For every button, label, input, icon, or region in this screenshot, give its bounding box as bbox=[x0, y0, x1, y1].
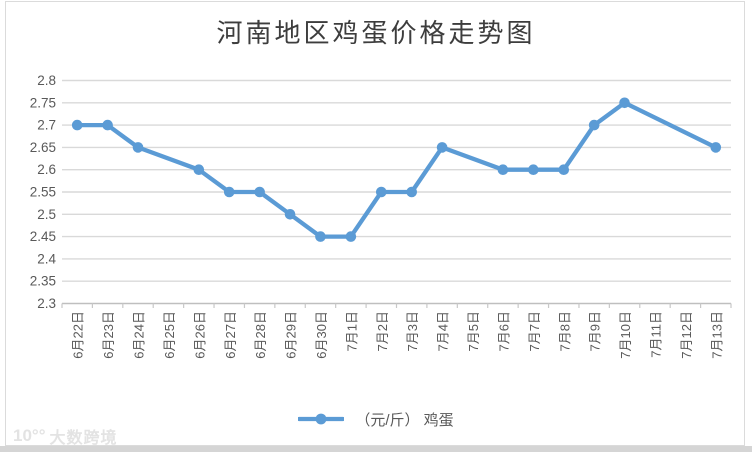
x-tick-label: 6月24日 bbox=[132, 311, 147, 359]
y-axis-labels: 2.8 2.75 2.7 2.65 2.6 2.55 2.5 2.45 2.4 2.35 2.3 bbox=[30, 73, 57, 311]
x-tick-label: 7月5日 bbox=[466, 311, 481, 351]
data-point-marker bbox=[558, 164, 570, 175]
data-point-marker bbox=[375, 186, 387, 198]
data-point-marker bbox=[710, 142, 722, 153]
data-point-marker bbox=[102, 119, 113, 131]
x-tick-label: 7月7日 bbox=[527, 311, 542, 351]
watermark-logo-icon: 10°° bbox=[13, 426, 46, 445]
legend-series-label: （元/斤） 鸡蛋 bbox=[355, 411, 454, 429]
y-tick-label: 2.35 bbox=[30, 274, 56, 289]
data-point-marker bbox=[619, 97, 630, 109]
x-tick-label: 7月4日 bbox=[436, 311, 451, 351]
data-point-marker bbox=[497, 164, 509, 175]
x-tick-label: 7月8日 bbox=[557, 311, 572, 351]
series-egg-price bbox=[71, 97, 722, 242]
chart-border-frame bbox=[5, 1, 745, 446]
watermark-text: 大数跨境 bbox=[49, 430, 118, 447]
x-tick-label: 6月26日 bbox=[192, 311, 207, 359]
series-line bbox=[75, 100, 718, 239]
y-tick-label: 2.6 bbox=[37, 162, 56, 177]
data-point-marker bbox=[528, 164, 539, 175]
data-point-marker bbox=[588, 119, 600, 131]
data-point-marker bbox=[345, 231, 357, 242]
data-point-marker bbox=[284, 209, 296, 220]
bottom-gray-strip bbox=[0, 446, 752, 452]
data-point-marker bbox=[254, 186, 265, 198]
x-tick-label: 6月27日 bbox=[223, 311, 238, 359]
x-tick-label: 7月9日 bbox=[588, 311, 603, 351]
data-point-marker bbox=[223, 186, 235, 198]
x-axis-labels: 6月22日 6月23日 6月24日 6月25日 6月26日 6月27日 6月28日 6月29日… bbox=[71, 311, 725, 359]
chart-title: 河南地区鸡蛋价格走势图 bbox=[216, 19, 536, 48]
data-point-marker bbox=[193, 164, 205, 175]
data-point-marker bbox=[315, 231, 326, 242]
data-point-marker bbox=[132, 142, 144, 153]
y-tick-label: 2.65 bbox=[30, 140, 56, 155]
y-tick-label: 2.45 bbox=[30, 229, 56, 244]
egg-price-line-chart: 2.8 2.75 2.7 2.65 2.6 2.55 2.5 2.45 2.4 2.35 2.3 6月… bbox=[30, 73, 732, 359]
x-tick-label: 7月12日 bbox=[679, 311, 694, 359]
x-tick-label: 6月29日 bbox=[284, 311, 299, 359]
y-tick-label: 2.5 bbox=[37, 207, 56, 222]
y-tick-label: 2.55 bbox=[30, 185, 56, 200]
watermark: 10°° 大数跨境 bbox=[13, 425, 118, 447]
x-tick-label: 7月3日 bbox=[405, 311, 420, 351]
y-tick-label: 2.8 bbox=[37, 73, 56, 88]
x-tick-label: 6月25日 bbox=[162, 311, 177, 359]
x-tick-label: 6月30日 bbox=[314, 311, 329, 359]
data-point-marker bbox=[71, 119, 83, 131]
y-tick-label: 2.3 bbox=[37, 296, 56, 311]
x-tick-label: 7月11日 bbox=[648, 311, 663, 358]
legend-marker-dot bbox=[315, 413, 327, 425]
x-tick-label: 6月22日 bbox=[71, 311, 86, 359]
y-tick-label: 2.7 bbox=[37, 118, 56, 133]
chart-legend: （元/斤） 鸡蛋 bbox=[0, 406, 752, 432]
x-tick-label: 7月1日 bbox=[344, 311, 359, 351]
x-axis bbox=[61, 302, 732, 308]
x-tick-label: 6月28日 bbox=[253, 311, 268, 359]
y-tick-label: 2.75 bbox=[30, 95, 56, 110]
x-tick-label: 7月2日 bbox=[375, 311, 390, 351]
x-tick-label: 7月10日 bbox=[618, 311, 633, 359]
legend-line-marker-icon bbox=[298, 413, 345, 425]
y-tick-label: 2.4 bbox=[37, 251, 56, 266]
data-point-marker bbox=[436, 142, 448, 153]
x-tick-label: 6月23日 bbox=[101, 311, 116, 359]
x-tick-label: 7月6日 bbox=[496, 311, 511, 351]
gridlines bbox=[62, 79, 731, 282]
data-point-marker bbox=[406, 186, 418, 198]
x-tick-label: 7月13日 bbox=[709, 311, 724, 359]
